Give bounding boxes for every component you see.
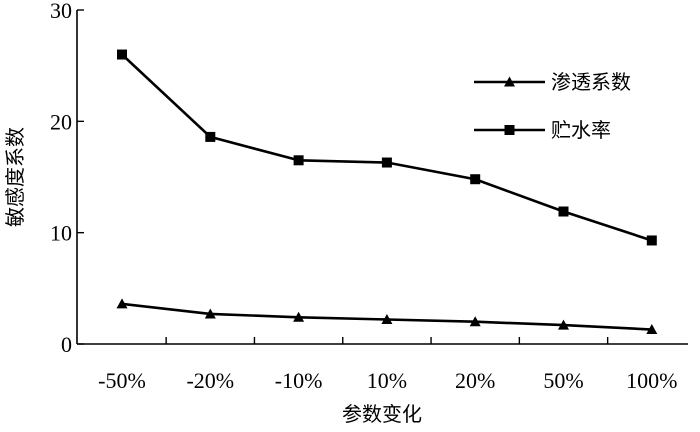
series-2 — [117, 49, 657, 246]
axes — [76, 10, 688, 345]
legend-square-marker — [504, 125, 515, 135]
data-point-triangle — [558, 319, 569, 330]
y-tick-label: 0 — [61, 332, 72, 357]
y-tick-label: 20 — [50, 109, 72, 134]
legend-item-1: 渗透系数 — [474, 70, 631, 94]
data-point-triangle — [204, 308, 216, 319]
data-point-square — [205, 131, 216, 142]
data-point-triangle — [469, 316, 481, 327]
y-tick-label: 10 — [50, 221, 72, 246]
x-tick-label: -20% — [186, 368, 234, 393]
data-point-triangle — [381, 314, 393, 325]
x-axis-title: 参数变化 — [342, 402, 422, 426]
y-tick-label: 30 — [50, 0, 72, 23]
x-tick-label: 100% — [626, 368, 677, 393]
data-point-triangle — [293, 311, 305, 322]
data-point-square — [293, 155, 304, 166]
x-ticks: -50% -20% -10% 10% 20% 50% 100% — [98, 337, 677, 393]
data-point-triangle — [646, 324, 658, 335]
legend: 渗透系数 贮水率 — [474, 70, 631, 142]
x-tick-label: -50% — [98, 368, 146, 393]
x-tick-label: -10% — [275, 368, 323, 393]
x-tick-label: 20% — [455, 368, 495, 393]
data-point-triangle — [116, 298, 128, 309]
legend-item-2: 贮水率 — [474, 118, 611, 142]
y-axis-title: 敏感度系数 — [3, 127, 27, 227]
series-1 — [116, 298, 658, 335]
legend-label-1: 渗透系数 — [551, 70, 631, 94]
x-tick-label: 10% — [367, 368, 407, 393]
legend-triangle-marker — [504, 76, 515, 87]
data-point-square — [117, 49, 127, 60]
y-ticks: 0 10 20 30 — [50, 0, 84, 357]
x-tick-label: 50% — [543, 368, 583, 393]
data-point-square — [646, 235, 657, 246]
data-point-square — [381, 157, 392, 168]
data-point-square — [558, 206, 569, 217]
data-point-square — [470, 174, 481, 185]
series-layer — [116, 49, 658, 335]
legend-label-2: 贮水率 — [551, 118, 611, 142]
